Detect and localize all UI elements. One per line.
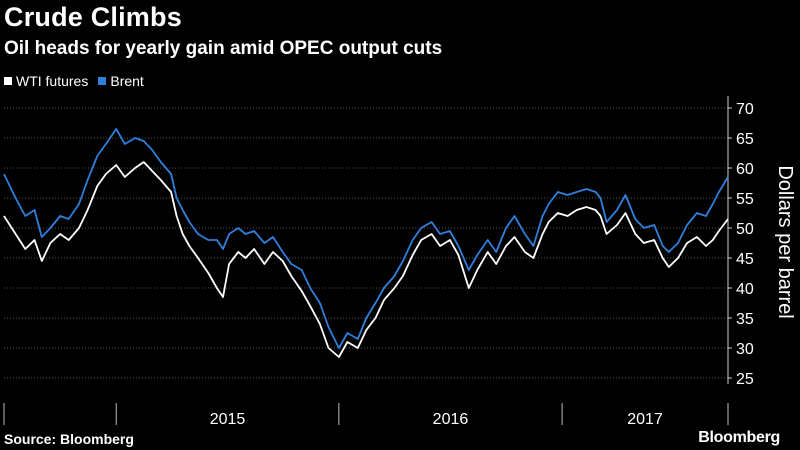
- series-line-brent: [3, 128, 729, 349]
- chart-title: Crude Climbs: [4, 2, 182, 32]
- legend-item-brent: Brent: [98, 73, 144, 89]
- y-tick-label: 35: [736, 311, 754, 328]
- x-tick-label: 2017: [627, 411, 663, 428]
- legend-item-wti: WTI futures: [4, 73, 88, 89]
- legend-label-brent: Brent: [110, 73, 144, 89]
- legend: WTI futures Brent: [4, 73, 154, 89]
- legend-swatch-wti: [4, 77, 12, 85]
- y-tick-label: 25: [736, 371, 754, 388]
- y-tick-label: 70: [736, 101, 754, 118]
- series-line-wti: [3, 161, 729, 358]
- legend-swatch-brent: [98, 77, 107, 85]
- source-note: Source: Bloomberg: [4, 431, 134, 447]
- legend-label-wti: WTI futures: [16, 73, 89, 89]
- y-tick-label: 40: [736, 281, 754, 298]
- y-tick-label: 65: [736, 131, 754, 148]
- y-tick-label: 50: [736, 221, 754, 238]
- x-tick-label: 2015: [210, 411, 246, 428]
- y-tick-label: 55: [736, 191, 754, 208]
- x-tick-label: 2016: [433, 411, 469, 428]
- y-tick-label: 30: [736, 341, 754, 358]
- bloomberg-logo: Bloomberg: [698, 429, 780, 446]
- chart-subtitle: Oil heads for yearly gain amid OPEC outp…: [4, 38, 443, 59]
- y-axis-label: Dollars per barrel: [774, 165, 796, 318]
- y-tick-label: 60: [736, 161, 754, 178]
- y-tick-label: 45: [736, 251, 754, 268]
